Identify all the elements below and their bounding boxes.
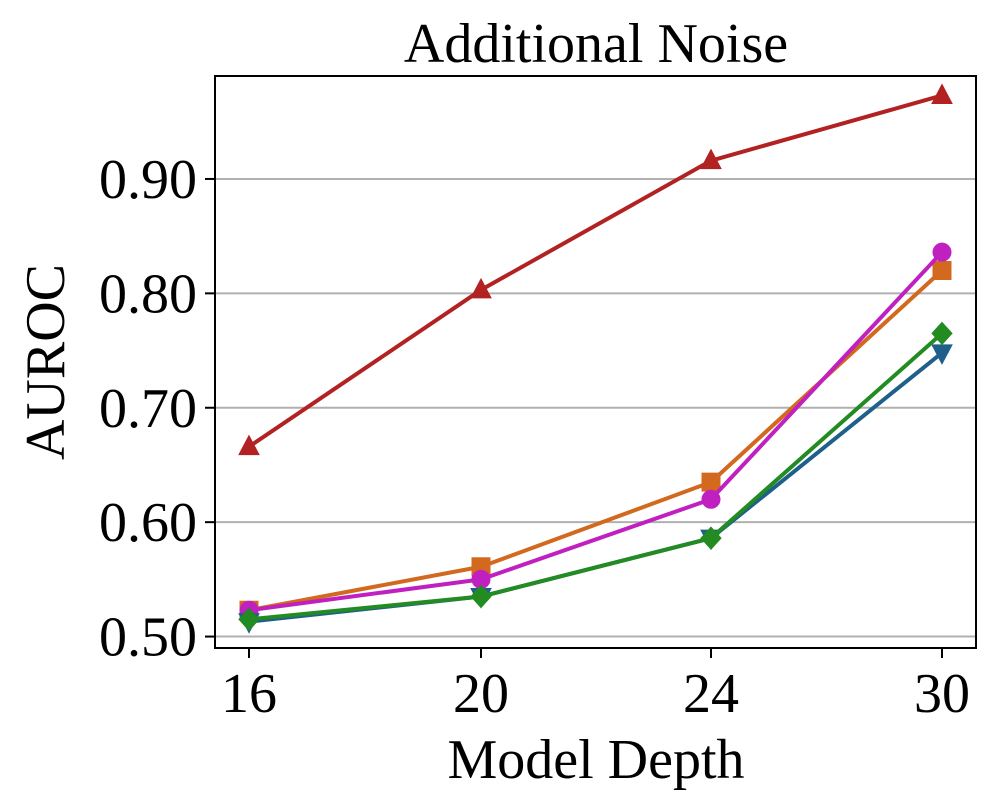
series-magenta-circle-point — [701, 489, 721, 509]
grid-lines — [215, 177, 976, 638]
series-red-triangle-line — [247, 93, 943, 449]
series-magenta-circle-point — [932, 242, 952, 262]
y-tick-label: 0.50 — [99, 607, 197, 669]
series-green-diamond-line — [248, 331, 944, 622]
series-green-diamond-point — [238, 607, 260, 632]
y-tick-label: 0.60 — [99, 492, 197, 554]
y-tick-label: 0.70 — [99, 378, 197, 440]
ticks: 0.50 0.60 0.70 0.80 0.90 16 20 24 30 — [99, 149, 970, 725]
x-tick-label: 20 — [453, 663, 509, 725]
x-axis-label: Model Depth — [447, 729, 744, 791]
series-green-diamond-point — [700, 526, 722, 550]
series-red-triangle-point — [470, 277, 492, 299]
series-green-diamond-point — [470, 584, 492, 609]
y-axis-label: AUROC — [15, 264, 77, 460]
series-orange-square-point — [932, 260, 952, 280]
series-red-triangle-point — [238, 434, 260, 456]
series-red-triangle — [238, 83, 953, 456]
series-blue-triangle-down — [238, 344, 953, 634]
y-tick-label: 0.90 — [99, 149, 197, 211]
series-green-diamond-point — [931, 321, 953, 346]
series-red-triangle-point — [700, 148, 722, 170]
series-magenta-circle-line — [248, 250, 944, 613]
series-orange-square-line — [248, 269, 944, 613]
series-layer — [238, 83, 953, 634]
series-magenta-circle — [239, 242, 952, 620]
series-blue-triangle-down-line — [248, 351, 944, 624]
x-tick-label: 16 — [221, 663, 277, 725]
x-tick-label: 30 — [914, 663, 970, 725]
plot-frame — [214, 75, 977, 649]
chart-title: Additional Noise — [404, 13, 788, 75]
y-tick-label: 0.80 — [99, 263, 197, 325]
series-orange-square-point — [701, 472, 721, 492]
x-tick-label: 24 — [683, 663, 739, 725]
series-green-diamond — [238, 321, 953, 632]
series-red-triangle-point — [931, 83, 953, 104]
